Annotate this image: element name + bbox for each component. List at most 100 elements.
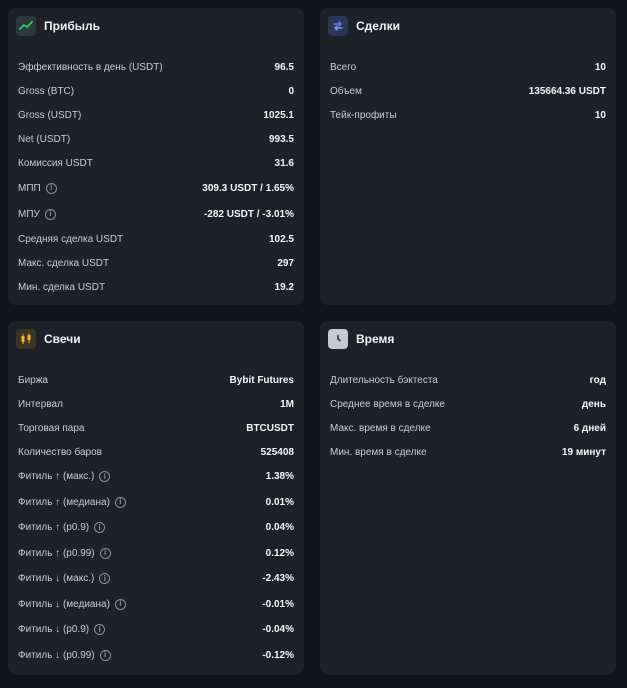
deals-card: Сделки Всего 10 Объем 135664.36 USDT Тейк-… [320, 8, 616, 305]
stat-label: Фитиль ↑ (макс.) [18, 471, 95, 483]
stat-label: Gross (BTC) [18, 85, 75, 97]
stat-row: Всего 10 [330, 55, 606, 79]
stat-row: Эффективность в день (USDT) 96.5 [18, 55, 294, 79]
info-icon[interactable]: i [114, 598, 126, 610]
profit-title: Прибыль [44, 19, 100, 33]
candles-card: Свечи Биржа Bybit Futures Интервал 1M Торг… [8, 321, 304, 675]
stat-row: Биржа Bybit Futures [18, 368, 294, 392]
stat-label: Мин. сделка USDT [18, 281, 106, 293]
deals-header: Сделки [328, 16, 400, 36]
profit-card: Прибыль Эффективность в день (USDT) 96.5 … [8, 8, 304, 305]
stat-row: Комиссия USDT 31.6 [18, 151, 294, 175]
stat-row: Средняя сделка USDT 102.5 [18, 227, 294, 251]
stat-row: Фитиль ↓ (макс.) i -2.43% [18, 566, 294, 592]
stat-value: 0.04% [265, 522, 294, 534]
stat-row: Интервал 1M [18, 392, 294, 416]
trend-line-icon [16, 16, 36, 36]
stat-value: BTCUSDT [246, 422, 294, 434]
stat-row: Фитиль ↓ (медиана) i -0.01% [18, 592, 294, 618]
stat-value: 10 [594, 61, 606, 73]
stat-row: Мин. время в сделке 19 минут [330, 440, 606, 464]
stat-value: день [581, 398, 606, 410]
stat-label: Фитиль ↑ (p0.9) [18, 522, 90, 534]
stat-label: Эффективность в день (USDT) [18, 61, 163, 73]
stat-value: 0.12% [265, 547, 294, 559]
stat-label: МПУ [18, 208, 40, 220]
stat-value: 0 [288, 85, 294, 97]
stat-row: Количество баров 525408 [18, 440, 294, 464]
stat-label: Длительность бэктеста [330, 374, 438, 386]
time-title: Время [356, 332, 395, 346]
stat-value: -2.43% [262, 573, 294, 585]
profit-stats-list: Эффективность в день (USDT) 96.5 Gross (B… [18, 55, 294, 299]
deals-title: Сделки [356, 19, 400, 33]
info-icon[interactable]: i [99, 547, 111, 559]
stat-value: 102.5 [268, 233, 294, 245]
candlestick-icon [16, 329, 36, 349]
stat-value: 19 минут [561, 446, 606, 458]
candles-header: Свечи [16, 329, 81, 349]
stat-value: -0.04% [262, 624, 294, 636]
stat-value: -0.01% [262, 598, 294, 610]
stat-value: 297 [277, 257, 294, 269]
stat-row: Фитиль ↑ (медиана) i 0.01% [18, 490, 294, 516]
stat-value: 19.2 [274, 281, 294, 293]
stat-value: 10 [594, 109, 606, 121]
stat-label: Gross (USDT) [18, 109, 82, 121]
clock-icon [328, 329, 348, 349]
stat-label: Макс. сделка USDT [18, 257, 110, 269]
info-icon[interactable]: i [99, 649, 111, 661]
stat-label: Фитиль ↑ (медиана) [18, 496, 110, 508]
candles-title: Свечи [44, 332, 81, 346]
stat-row: Фитиль ↑ (p0.99) i 0.12% [18, 541, 294, 567]
stat-value: -0.12% [262, 649, 294, 661]
stat-value: год [589, 374, 606, 386]
info-icon[interactable]: i [45, 182, 57, 194]
stat-row: Тейк-профиты 10 [330, 103, 606, 127]
stat-row: Макс. сделка USDT 297 [18, 251, 294, 275]
candles-stats-list: Биржа Bybit Futures Интервал 1M Торговая п… [18, 368, 294, 668]
stat-label: Фитиль ↓ (медиана) [18, 598, 110, 610]
stat-value: 31.6 [274, 157, 294, 169]
stat-row: Фитиль ↑ (p0.9) i 0.04% [18, 515, 294, 541]
stat-row: Фитиль ↓ (p0.99) i -0.12% [18, 643, 294, 669]
profit-header: Прибыль [16, 16, 100, 36]
stat-label: Объем [330, 85, 362, 97]
stat-row: Мин. сделка USDT 19.2 [18, 275, 294, 299]
deals-stats-list: Всего 10 Объем 135664.36 USDT Тейк-профиты… [330, 55, 606, 127]
stat-value: 6 дней [573, 422, 606, 434]
swap-arrows-icon [328, 16, 348, 36]
stat-row: Net (USDT) 993.5 [18, 127, 294, 151]
stat-value: 1.38% [265, 471, 294, 483]
stat-value: 1M [280, 398, 294, 410]
stat-row: Объем 135664.36 USDT [330, 79, 606, 103]
info-icon[interactable]: i [94, 624, 106, 636]
stat-value: 309.3 USDT / 1.65% [202, 182, 294, 194]
stat-label: Net (USDT) [18, 133, 71, 145]
time-stats-list: Длительность бэктеста год Среднее время в… [330, 368, 606, 464]
stat-value: 0.01% [265, 496, 294, 508]
stat-label: Тейк-профиты [330, 109, 397, 121]
info-icon[interactable]: i [99, 573, 111, 585]
stat-value: -282 USDT / -3.01% [203, 208, 294, 220]
stat-label: Всего [330, 61, 357, 73]
info-icon[interactable]: i [99, 471, 111, 483]
stat-label: Среднее время в сделке [330, 398, 445, 410]
stat-label: Фитиль ↑ (p0.99) [18, 547, 95, 559]
info-icon[interactable]: i [114, 496, 126, 508]
stat-label: Макс. время в сделке [330, 422, 431, 434]
stat-label: Фитиль ↓ (макс.) [18, 573, 95, 585]
stat-value: 96.5 [274, 61, 294, 73]
stat-value: 525408 [260, 446, 294, 458]
stat-label: Биржа [18, 374, 48, 386]
stat-label: Комиссия USDT [18, 157, 93, 169]
stat-row: Среднее время в сделке день [330, 392, 606, 416]
stat-row: Макс. время в сделке 6 дней [330, 416, 606, 440]
stat-label: Интервал [18, 398, 63, 410]
stat-row: Фитиль ↑ (макс.) i 1.38% [18, 464, 294, 490]
stat-row: МПП i 309.3 USDT / 1.65% [18, 175, 294, 201]
info-icon[interactable]: i [94, 522, 106, 534]
time-header: Время [328, 329, 394, 349]
stat-label: МПП [18, 182, 41, 194]
info-icon[interactable]: i [44, 208, 56, 220]
